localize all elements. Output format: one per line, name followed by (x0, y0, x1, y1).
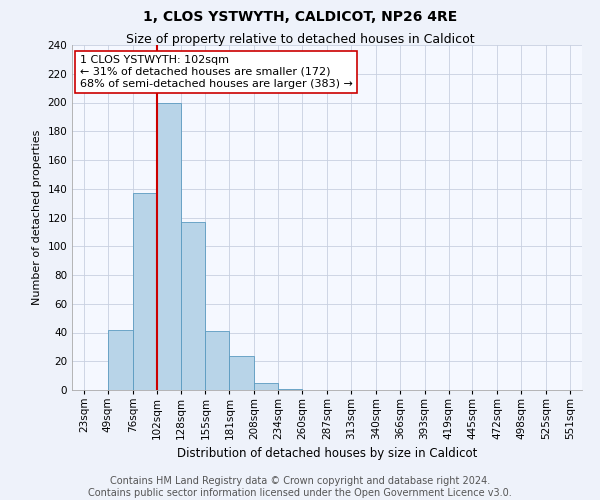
Text: Contains HM Land Registry data © Crown copyright and database right 2024.
Contai: Contains HM Land Registry data © Crown c… (88, 476, 512, 498)
Bar (205, 331, 229, 390)
Y-axis label: Number of detached properties: Number of detached properties (32, 130, 42, 305)
Text: 1 CLOS YSTWYTH: 102sqm
← 31% of detached houses are smaller (172)
68% of semi-de: 1 CLOS YSTWYTH: 102sqm ← 31% of detached… (80, 56, 353, 88)
Bar (133, 193, 157, 390)
Bar (278, 388, 302, 390)
Bar (157, 102, 181, 390)
Text: 1, CLOS YSTWYTH, CALDICOT, NP26 4RE: 1, CLOS YSTWYTH, CALDICOT, NP26 4RE (143, 10, 457, 24)
X-axis label: Distribution of detached houses by size in Caldicot: Distribution of detached houses by size … (177, 448, 477, 460)
Bar (181, 222, 205, 390)
Bar (229, 356, 254, 390)
Text: Size of property relative to detached houses in Caldicot: Size of property relative to detached ho… (125, 32, 475, 46)
Bar (254, 383, 278, 390)
Bar (108, 330, 133, 390)
